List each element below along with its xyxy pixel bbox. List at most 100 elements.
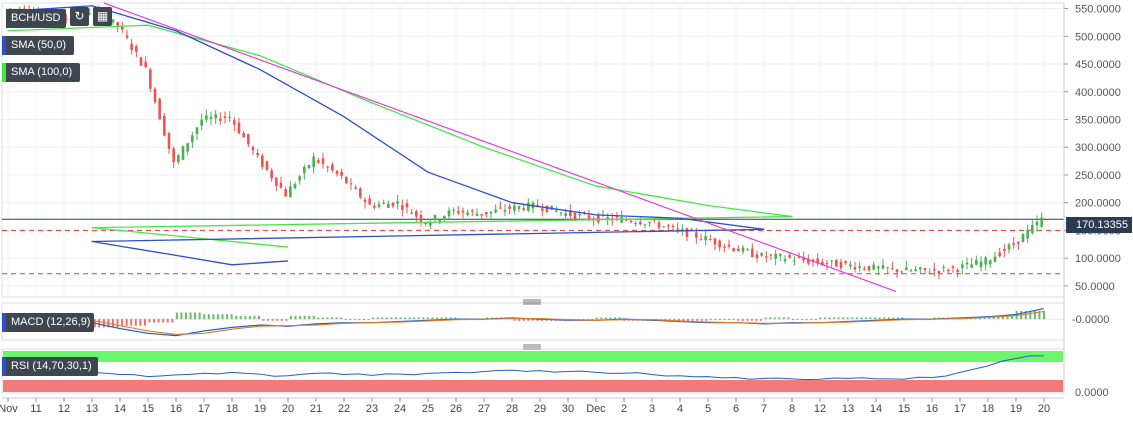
macd-histogram-bar bbox=[162, 319, 165, 323]
candle-body bbox=[289, 186, 292, 198]
candle-body bbox=[121, 25, 124, 30]
macd-histogram-bar bbox=[887, 317, 890, 320]
candle-body bbox=[615, 216, 619, 218]
candle-body bbox=[891, 267, 894, 269]
candle-body bbox=[256, 152, 259, 156]
macd-histogram-bar bbox=[321, 317, 324, 320]
candle-body bbox=[405, 203, 409, 208]
x-tick-label: 18 bbox=[226, 403, 238, 415]
candle-body bbox=[732, 248, 735, 252]
macd-histogram-bar bbox=[153, 319, 156, 323]
x-tick-label: 13 bbox=[842, 403, 854, 415]
calendar-icon[interactable]: ▦ bbox=[93, 7, 112, 26]
macd-histogram-bar bbox=[878, 317, 881, 320]
macd-histogram-bar bbox=[691, 319, 694, 321]
macd-legend[interactable]: MACD (12,26,9) bbox=[2, 313, 94, 332]
x-tick-label: 27 bbox=[478, 403, 490, 415]
candle-body bbox=[685, 228, 689, 238]
candle-body bbox=[723, 246, 726, 248]
candle-body bbox=[858, 266, 861, 268]
candle-body bbox=[517, 206, 521, 209]
macd-histogram-bar bbox=[851, 317, 854, 320]
macd-histogram-bar bbox=[613, 317, 616, 320]
candle-body bbox=[527, 202, 530, 211]
candle-body bbox=[508, 206, 511, 209]
sma100-legend[interactable]: SMA (100,0) bbox=[2, 63, 80, 82]
x-tick-label: 30 bbox=[562, 403, 574, 415]
y-tick-label: 200.0000 bbox=[1075, 198, 1121, 210]
candle-body bbox=[153, 88, 157, 103]
x-tick-label: 17 bbox=[954, 403, 966, 415]
macd-histogram-bar bbox=[116, 319, 119, 328]
macd-histogram-bar bbox=[102, 319, 105, 328]
candle-body bbox=[279, 182, 283, 188]
candle-body bbox=[989, 260, 992, 265]
candle-body bbox=[317, 160, 320, 163]
refresh-icon[interactable]: ↻ bbox=[70, 7, 89, 26]
candle-body bbox=[606, 217, 609, 220]
candle-body bbox=[242, 132, 245, 138]
candle-body bbox=[751, 248, 754, 257]
macd-histogram-bar bbox=[248, 315, 251, 320]
macd-histogram-bar bbox=[714, 319, 717, 321]
candle-body bbox=[415, 211, 418, 217]
macd-histogram-bar bbox=[997, 315, 1000, 320]
candle-body bbox=[485, 212, 488, 215]
macd-histogram-bar bbox=[1006, 315, 1009, 320]
x-tick-label: 23 bbox=[366, 403, 378, 415]
macd-histogram-bar bbox=[600, 317, 603, 320]
candle-body bbox=[844, 260, 847, 263]
candle-body bbox=[909, 270, 913, 272]
macd-histogram-bar bbox=[842, 317, 845, 320]
y-tick-label: 350.0000 bbox=[1075, 114, 1121, 126]
candle-body bbox=[769, 254, 773, 256]
candle-body bbox=[1012, 243, 1015, 245]
macd-histogram-bar bbox=[235, 315, 238, 320]
candle-body bbox=[447, 210, 451, 217]
macd-histogram-bar bbox=[212, 314, 215, 320]
macd-histogram-bar bbox=[376, 317, 379, 320]
macd-histogram-bar bbox=[700, 319, 703, 321]
candle-body bbox=[1026, 229, 1029, 239]
candle-body bbox=[247, 133, 250, 145]
candle-body bbox=[713, 238, 717, 245]
macd-histogram-bar bbox=[449, 317, 452, 320]
candle-body bbox=[65, 18, 68, 20]
candle-body bbox=[1021, 234, 1025, 243]
candle-body bbox=[499, 207, 502, 209]
rsi-legend[interactable]: RSI (14,70,30,1) bbox=[2, 357, 98, 376]
sma50-legend[interactable]: SMA (50,0) bbox=[2, 36, 74, 55]
candle-body bbox=[275, 177, 278, 187]
candle-body bbox=[657, 222, 661, 228]
candle-body bbox=[727, 244, 731, 247]
macd-histogram-bar bbox=[846, 317, 849, 320]
candle-body bbox=[359, 188, 362, 198]
candle-body bbox=[597, 214, 600, 223]
macd-histogram-bar bbox=[618, 317, 621, 320]
descending-trendline bbox=[103, 2, 897, 293]
candle-body bbox=[629, 220, 633, 223]
x-tick-label: 16 bbox=[926, 403, 938, 415]
macd-histogram-bar bbox=[874, 317, 877, 320]
candle-body bbox=[853, 267, 857, 270]
macd-histogram-bar bbox=[280, 319, 283, 321]
candle-body bbox=[494, 209, 497, 213]
y-tick-label: 500.0000 bbox=[1075, 31, 1121, 43]
sma100-line bbox=[7, 24, 793, 248]
candle-body bbox=[699, 239, 703, 241]
candle-body bbox=[956, 269, 959, 272]
macd-histogram-bar bbox=[819, 317, 822, 320]
candle-body bbox=[704, 236, 707, 241]
candle-body bbox=[125, 35, 129, 38]
macd-histogram-bar bbox=[1011, 315, 1014, 320]
candle-body bbox=[933, 269, 936, 271]
macd-histogram-bar bbox=[778, 317, 781, 320]
candle-body bbox=[797, 256, 801, 258]
main-pane bbox=[1, 2, 1065, 298]
macd-y-tick-label: -0.0000 bbox=[1072, 314, 1109, 326]
candle-body bbox=[662, 226, 665, 228]
x-tick-label: 11 bbox=[30, 403, 41, 415]
macd-histogram-bar bbox=[148, 319, 151, 323]
